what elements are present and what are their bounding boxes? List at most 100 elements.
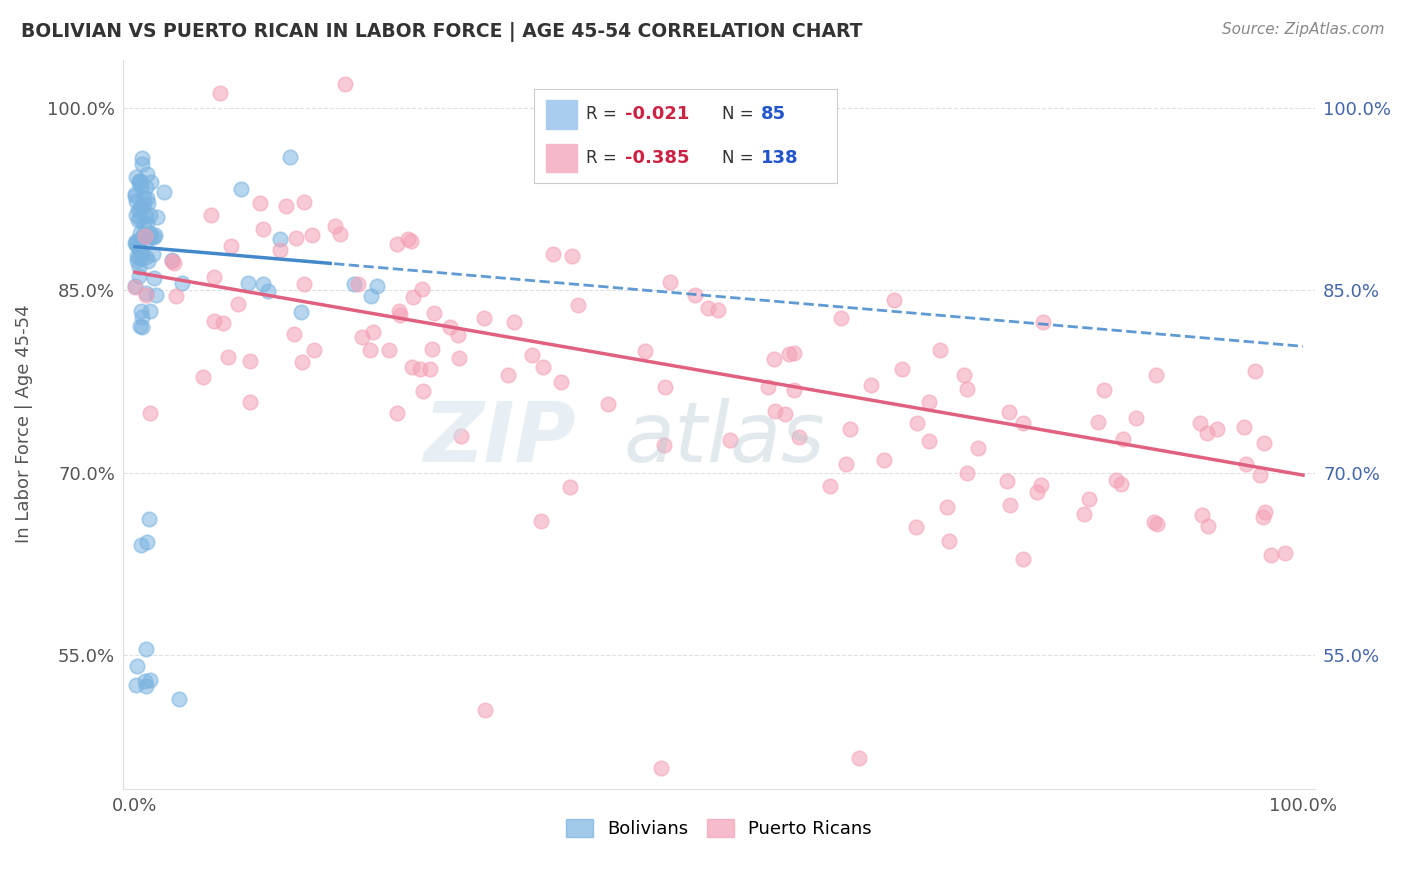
Point: [905, 417, 928, 431]
Point: [859, 377, 882, 392]
Point: [1253, 435, 1275, 450]
Point: [127, 202, 149, 217]
Point: [1205, 422, 1227, 436]
Point: [820, 478, 842, 492]
Point: [401, 290, 423, 304]
Point: [388, 308, 411, 322]
Point: [361, 326, 384, 340]
Point: [890, 362, 912, 376]
Point: [128, 238, 150, 252]
Point: [956, 382, 979, 396]
Point: [472, 310, 495, 325]
Point: [439, 320, 461, 334]
Point: [153, 185, 176, 199]
Point: [496, 368, 519, 383]
Point: [165, 289, 187, 303]
Point: [131, 319, 153, 334]
Point: [124, 235, 146, 250]
Point: [135, 285, 157, 300]
Point: [129, 211, 152, 226]
Point: [1260, 549, 1282, 563]
Point: [129, 178, 152, 193]
Point: [290, 305, 312, 319]
Point: [938, 534, 960, 549]
Point: [1092, 383, 1115, 397]
Point: [136, 167, 159, 181]
Point: [131, 246, 153, 260]
Point: [763, 404, 786, 418]
Point: [131, 228, 153, 243]
Point: [350, 330, 373, 344]
Point: [928, 343, 950, 357]
Point: [202, 314, 225, 328]
FancyBboxPatch shape: [547, 144, 576, 171]
Point: [127, 249, 149, 263]
Point: [1189, 416, 1212, 430]
Point: [335, 77, 357, 91]
Point: [136, 233, 159, 247]
Point: [129, 202, 152, 216]
Point: [411, 282, 433, 296]
Point: [598, 397, 620, 411]
Point: [654, 380, 676, 394]
Point: [773, 407, 796, 421]
Point: [1012, 416, 1035, 430]
Point: [1077, 491, 1099, 506]
Point: [401, 360, 423, 375]
Point: [124, 189, 146, 203]
Point: [139, 207, 162, 221]
Point: [1029, 478, 1052, 492]
Point: [163, 256, 186, 270]
Point: [135, 191, 157, 205]
Text: -0.021: -0.021: [624, 105, 689, 123]
Point: [128, 260, 150, 274]
Point: [239, 395, 262, 409]
Point: [905, 520, 928, 534]
Point: [756, 380, 779, 394]
Point: [160, 252, 183, 267]
Point: [1197, 518, 1219, 533]
Point: [409, 361, 432, 376]
Point: [366, 278, 388, 293]
Point: [997, 405, 1019, 419]
Point: [522, 348, 544, 362]
Point: [388, 304, 411, 318]
Text: R =: R =: [586, 149, 621, 167]
Point: [134, 229, 156, 244]
Point: [124, 235, 146, 249]
Point: [652, 438, 675, 452]
Point: [1254, 504, 1277, 518]
Point: [131, 151, 153, 165]
Point: [342, 277, 364, 291]
Point: [503, 315, 526, 329]
Point: [128, 244, 150, 258]
Point: [1144, 368, 1167, 383]
Point: [124, 280, 146, 294]
Point: [292, 194, 315, 209]
Point: [1274, 546, 1296, 560]
Point: [474, 702, 496, 716]
Point: [131, 202, 153, 216]
Point: [145, 288, 167, 302]
Point: [129, 318, 152, 333]
Text: R =: R =: [586, 105, 621, 123]
Point: [134, 190, 156, 204]
Point: [132, 197, 155, 211]
Point: [634, 343, 657, 358]
Point: [419, 362, 441, 376]
Point: [530, 514, 553, 528]
Point: [128, 176, 150, 190]
Point: [128, 233, 150, 247]
FancyBboxPatch shape: [547, 101, 576, 128]
Point: [936, 500, 959, 515]
Point: [124, 187, 146, 202]
Point: [132, 229, 155, 244]
Point: [848, 751, 870, 765]
Point: [125, 236, 148, 251]
Point: [145, 210, 167, 224]
Point: [838, 422, 860, 436]
Point: [139, 304, 162, 318]
Point: [291, 355, 314, 369]
Point: [125, 678, 148, 692]
Point: [127, 212, 149, 227]
